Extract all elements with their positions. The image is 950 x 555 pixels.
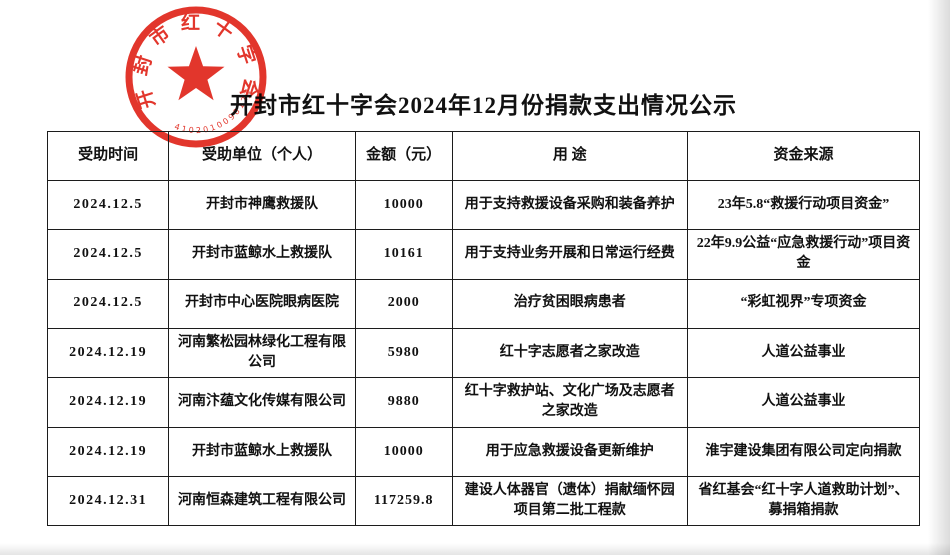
cell-date: 2024.12.5 [46,278,170,329]
cell-date: 2024.12.5 [46,229,170,280]
cell-amount: 10161 [354,229,453,280]
table-row: 2024.12.19 河南汴蕴文化传媒有限公司 9880 红十字救护站、文化广场… [46,377,920,428]
table-row: 2024.12.5 开封市蓝鲸水上救援队 10161 用于支持业务开展和日常运行… [46,229,920,280]
cell-recipient: 河南汴蕴文化传媒有限公司 [168,377,356,428]
donation-expenditure-table: 受助时间 受助单位（个人） 金额（元） 用 途 资金来源 2024.12.5 开… [46,131,920,527]
cell-purpose: 红十字救护站、文化广场及志愿者之家改造 [451,377,689,428]
cell-amount: 9880 [354,377,453,428]
cell-source: 人道公益事业 [687,327,920,379]
header-source: 资金来源 [687,131,920,181]
cell-source: 22年9.9公益“应急救援行动”项目资金 [687,229,920,280]
cell-source: 23年5.8“救援行动项目资金” [687,180,920,230]
cell-date: 2024.12.19 [46,426,170,477]
cell-purpose: 用于应急救援设备更新维护 [451,426,689,477]
cell-recipient: 河南恒森建筑工程有限公司 [168,475,356,527]
header-recipient: 受助单位（个人） [168,131,356,181]
cell-date: 2024.12.31 [46,475,170,527]
header-purpose: 用 途 [451,131,689,181]
cell-recipient: 河南繁松园林绿化工程有限公司 [168,327,356,379]
header-amount: 金额（元） [354,131,453,181]
cell-purpose: 治疗贫困眼病患者 [451,278,689,329]
page-edge-shadow-bottom [0,543,950,555]
cell-recipient: 开封市神鹰救援队 [168,180,356,230]
cell-amount: 10000 [354,426,453,477]
table-row: 2024.12.5 开封市神鹰救援队 10000 用于支持救援设备采购和装备养护… [46,180,920,230]
table-row: 2024.12.19 开封市蓝鲸水上救援队 10000 用于应急救援设备更新维护… [46,426,920,477]
table-header-row: 受助时间 受助单位（个人） 金额（元） 用 途 资金来源 [46,131,920,181]
cell-purpose: 建设人体器官（遗体）捐献缅怀园项目第二批工程款 [451,475,689,527]
cell-purpose: 红十字志愿者之家改造 [451,327,689,379]
cell-source: “彩虹视界”专项资金 [687,278,920,329]
cell-date: 2024.12.5 [46,180,170,230]
header-date: 受助时间 [46,131,170,181]
cell-source: 省红基会“红十字人道救助计划”、募捐箱捐款 [687,475,920,527]
cell-recipient: 开封市蓝鲸水上救援队 [168,426,356,477]
cell-amount: 117259.8 [354,475,453,527]
seal-star-icon [167,46,225,101]
cell-purpose: 用于支持业务开展和日常运行经费 [451,229,689,280]
cell-source: 淮宇建设集团有限公司定向捐款 [687,426,920,477]
cell-purpose: 用于支持救援设备采购和装备养护 [451,180,689,230]
cell-amount: 10000 [354,180,453,230]
table-row: 2024.12.19 河南繁松园林绿化工程有限公司 5980 红十字志愿者之家改… [46,327,920,379]
page-title: 开封市红十字会2024年12月份捐款支出情况公示 [230,93,737,118]
red-seal-stamp: 开封市红十字会 4102010098121 [125,6,267,148]
cell-date: 2024.12.19 [46,377,170,428]
cell-amount: 2000 [354,278,453,329]
table-row: 2024.12.31 河南恒森建筑工程有限公司 117259.8 建设人体器官（… [46,475,920,527]
cell-recipient: 开封市中心医院眼病医院 [168,278,356,329]
page-edge-shadow-right [928,0,950,555]
cell-source: 人道公益事业 [687,377,920,428]
cell-recipient: 开封市蓝鲸水上救援队 [168,229,356,280]
cell-date: 2024.12.19 [46,327,170,379]
table-row: 2024.12.5 开封市中心医院眼病医院 2000 治疗贫困眼病患者 “彩虹视… [46,278,920,329]
cell-amount: 5980 [354,327,453,379]
